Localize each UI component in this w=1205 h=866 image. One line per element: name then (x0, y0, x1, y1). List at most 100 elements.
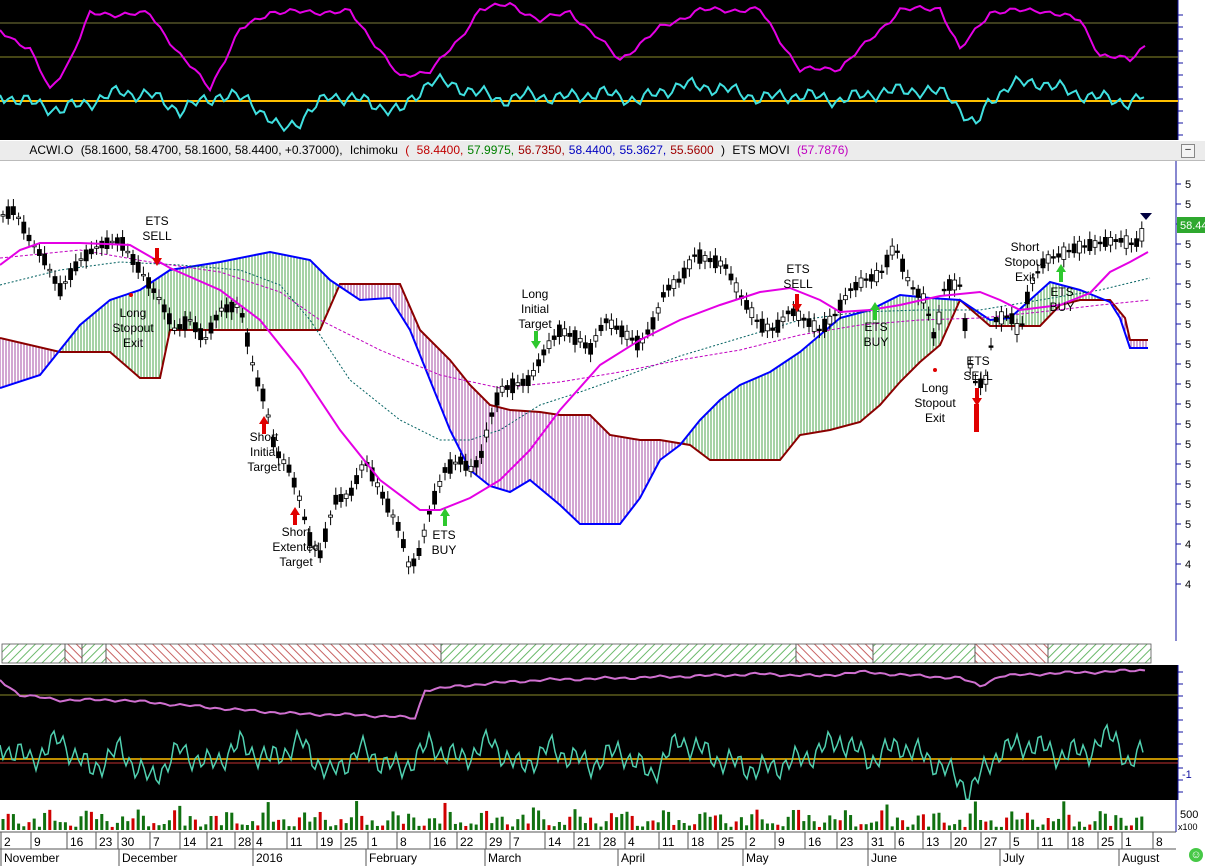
day-tick-label: 18 (691, 835, 705, 849)
candle-body (1066, 249, 1072, 253)
candle-body (676, 278, 682, 283)
candle-body (1113, 239, 1119, 243)
volume-bar (282, 819, 286, 830)
volume-bar (230, 812, 234, 830)
symbol-label: ACWI.O (29, 143, 74, 157)
volume-bar (17, 823, 21, 830)
volume-bar (698, 813, 702, 830)
candle-body (343, 493, 349, 499)
month-label: February (369, 851, 417, 865)
volume-bar (63, 822, 67, 830)
candle-body (733, 282, 739, 293)
volume-bar (677, 820, 681, 830)
volume-bar (505, 824, 509, 830)
candle-body (203, 337, 209, 340)
osc2-scale-label: -1 (1182, 769, 1192, 781)
candle-body (291, 477, 297, 488)
volume-bar (1015, 819, 1019, 830)
candle-body (437, 481, 443, 487)
candle-body (744, 300, 749, 310)
candle-body (900, 258, 905, 272)
candle-body (229, 301, 235, 313)
volume-bar (625, 811, 629, 830)
volume-bar (193, 819, 197, 830)
volume-bar (459, 822, 463, 830)
y-tick-label: 4 (1185, 579, 1191, 591)
ichimoku-label: Ichimoku (349, 143, 398, 157)
day-tick-label: 9 (778, 835, 785, 849)
candle-body (47, 268, 53, 272)
volume-bar (297, 817, 301, 830)
volume-bar (994, 826, 998, 830)
annotation-long-stopout-exit-1: Long Stopout Exit (112, 306, 154, 350)
candle-body (296, 495, 302, 501)
volume-bar (989, 820, 993, 830)
volume-bar (854, 826, 858, 830)
volume-bar (719, 814, 723, 830)
candle-body (276, 451, 282, 459)
volume-bar (703, 812, 707, 830)
smiley-icon[interactable]: ☺ (1189, 848, 1203, 862)
volume-bar (474, 824, 478, 830)
candle-body (567, 332, 573, 337)
volume-bar (500, 816, 504, 830)
day-tick-label: 1 (371, 835, 378, 849)
candle-body (504, 385, 510, 390)
candle-body (858, 277, 864, 288)
trend-segment-down (795, 643, 874, 664)
candle-body (1035, 271, 1041, 274)
volume-bar (521, 814, 525, 830)
day-tick-label: 19 (320, 835, 334, 849)
candle-body (255, 377, 261, 387)
ichimoku-value: 56.7350, (518, 143, 565, 157)
volume-bar (22, 826, 26, 830)
volume-bar (417, 825, 421, 830)
candle-body (281, 459, 287, 465)
candle-body (406, 561, 412, 568)
sell-candle (974, 404, 979, 432)
volume-bar (1083, 826, 1087, 830)
target-arrow-stem (534, 331, 538, 341)
osc2-magenta (0, 668, 1146, 720)
volume-bar (984, 821, 988, 830)
volume-bar (609, 813, 613, 830)
volume-bar (776, 824, 780, 830)
candle-body (458, 456, 464, 465)
minimize-icon[interactable]: – (1181, 144, 1195, 158)
candle-body (936, 311, 942, 325)
volume-bar (760, 819, 764, 830)
volume-bar (443, 802, 447, 830)
annotation-short-extented-target: Short Extented Target (272, 525, 320, 569)
day-tick-label: 6 (898, 835, 905, 849)
volume-bar (479, 812, 483, 830)
kijun-line (0, 249, 1151, 389)
y-tick-label: 5 (1185, 359, 1191, 371)
volume-bar (147, 826, 151, 830)
y-tick-label: 4 (1185, 559, 1191, 571)
candle-body (1025, 291, 1030, 305)
sell-arrow-stem (155, 248, 159, 258)
candle-body (187, 319, 193, 322)
candle-body (385, 498, 391, 513)
target-arrow (290, 507, 300, 515)
volume-bar (563, 824, 567, 830)
candle-body (593, 335, 599, 342)
volume-bar (84, 810, 88, 830)
candle-body (452, 461, 458, 465)
volume-bar (656, 822, 660, 830)
volume-bar (1103, 813, 1107, 830)
price-tag: 58.44 (1180, 220, 1205, 232)
trend-bar-panel (0, 641, 1205, 665)
trend-segment-down (64, 643, 83, 664)
volume-bar (859, 824, 863, 830)
volume-bar (173, 810, 177, 830)
buy-arrow (1056, 264, 1066, 272)
volume-bar (1051, 821, 1055, 830)
volume-bar (968, 813, 972, 830)
volume-bar (646, 821, 650, 830)
volume-bar (292, 826, 296, 830)
candle-body (588, 343, 593, 355)
volume-bar (687, 825, 691, 830)
volume-bar (448, 811, 452, 830)
candle-body (910, 287, 916, 290)
